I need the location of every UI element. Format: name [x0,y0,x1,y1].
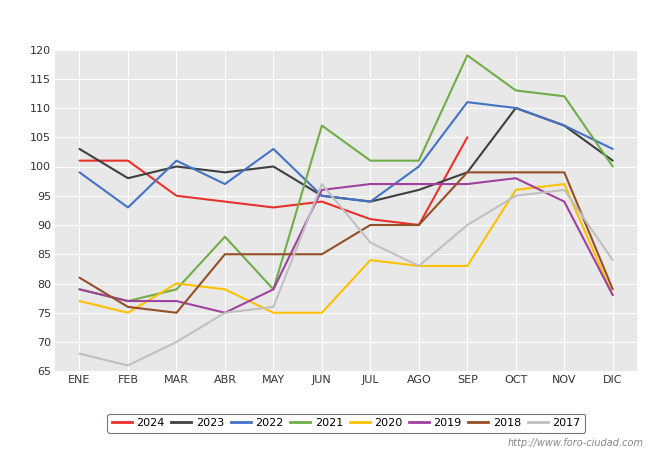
Text: Afiliados en Talarn a 30/9/2024: Afiliados en Talarn a 30/9/2024 [197,11,453,29]
Text: http://www.foro-ciudad.com: http://www.foro-ciudad.com [508,438,644,448]
Legend: 2024, 2023, 2022, 2021, 2020, 2019, 2018, 2017: 2024, 2023, 2022, 2021, 2020, 2019, 2018… [107,414,585,433]
